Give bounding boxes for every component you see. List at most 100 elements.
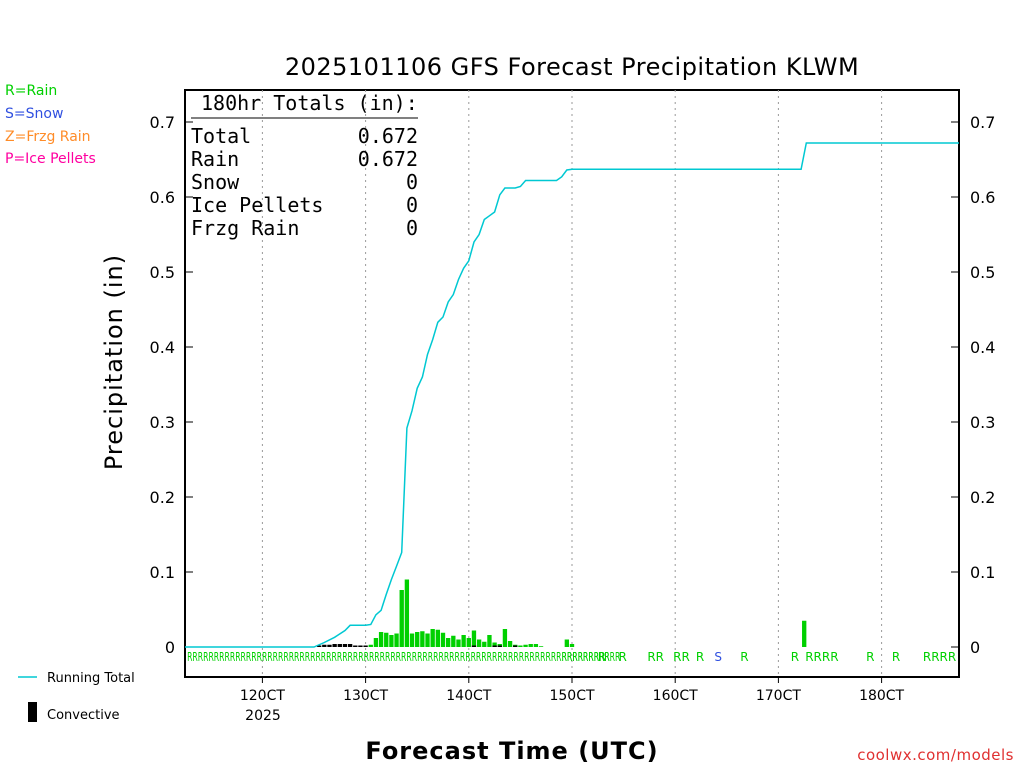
rain-bar bbox=[378, 632, 384, 647]
rain-bar bbox=[368, 644, 373, 647]
rain-bar bbox=[420, 631, 425, 647]
x-tick-label: 120CT bbox=[240, 688, 285, 704]
y-tick-label-left: 0 bbox=[165, 638, 175, 657]
x-tick-label: 160CT bbox=[653, 688, 698, 704]
y-tick-label-left: 0.7 bbox=[150, 113, 175, 132]
totals-label-snow: Snow bbox=[191, 170, 240, 194]
legend-rain: R=Rain bbox=[5, 83, 57, 99]
rain-bar bbox=[564, 639, 570, 647]
precip-type-mark: R bbox=[696, 650, 704, 664]
precip-type-mark: RRRR bbox=[805, 650, 838, 664]
rain-bar bbox=[492, 642, 497, 647]
rain-bar bbox=[435, 629, 441, 647]
running-total-line bbox=[185, 142, 959, 648]
convective-bar bbox=[332, 644, 337, 647]
rain-bar bbox=[518, 645, 523, 647]
type-legend: R=Rain S=Snow Z=Frzg Rain P=Ice Pellets bbox=[5, 83, 96, 167]
y-tick-label-right: 0.1 bbox=[970, 563, 995, 582]
x-tick-label: 170CT bbox=[756, 688, 801, 704]
totals-value-total: 0.672 bbox=[358, 124, 418, 148]
x-tick-label: 180CT bbox=[859, 688, 904, 704]
legend-running-total-label: Running Total bbox=[47, 671, 135, 686]
chart-title: 2025101106 GFS Forecast Precipitation KL… bbox=[285, 53, 859, 81]
y-tick-label-left: 0.2 bbox=[150, 488, 175, 507]
rain-bar bbox=[440, 632, 446, 647]
rain-bar bbox=[523, 644, 528, 647]
totals-header: 180hr Totals (in): bbox=[201, 91, 418, 115]
precip-type-mark: S bbox=[714, 650, 722, 664]
convective-bar bbox=[337, 644, 342, 647]
rain-bar bbox=[456, 639, 461, 647]
x-year-label: 2025 bbox=[245, 708, 281, 724]
totals-value-rain: 0.672 bbox=[358, 147, 418, 171]
y-tick-label-left: 0.5 bbox=[150, 263, 175, 282]
rain-bar bbox=[471, 630, 477, 647]
rain-bar bbox=[502, 629, 508, 647]
totals-label-ice-pellets: Ice Pellets bbox=[191, 193, 323, 217]
rain-bar bbox=[466, 638, 471, 647]
precip-type-mark: RR bbox=[673, 650, 690, 664]
convective-bar bbox=[363, 645, 368, 647]
convective-bar bbox=[358, 645, 363, 647]
y-tick-label-right: 0.6 bbox=[970, 188, 995, 207]
convective-bar bbox=[471, 645, 477, 647]
legend-convective-label: Convective bbox=[47, 708, 120, 723]
totals-value-frzg-rain: 0 bbox=[406, 216, 418, 240]
rain-bar bbox=[487, 635, 492, 647]
rain-bar bbox=[373, 638, 379, 647]
x-tick-label: 140CT bbox=[446, 688, 491, 704]
legend-ice-pellets: P=Ice Pellets bbox=[5, 151, 96, 167]
rain-bar bbox=[404, 579, 410, 647]
totals-box: 180hr Totals (in): Total 0.672 Rain 0.67… bbox=[191, 91, 418, 240]
legend-frzg-rain: Z=Frzg Rain bbox=[5, 129, 91, 145]
totals-label-frzg-rain: Frzg Rain bbox=[191, 216, 299, 240]
rain-bar bbox=[384, 632, 389, 647]
rain-bar bbox=[415, 632, 420, 647]
y-tick-label-right: 0.5 bbox=[970, 263, 995, 282]
rain-bar bbox=[476, 639, 482, 647]
x-tick-label: 130CT bbox=[343, 688, 388, 704]
legend-snow: S=Snow bbox=[5, 106, 63, 122]
rain-bar bbox=[569, 644, 575, 647]
rain-bar bbox=[389, 635, 394, 647]
convective-bar bbox=[492, 645, 497, 647]
convective-bar bbox=[342, 644, 348, 647]
totals-label-total: Total bbox=[191, 124, 251, 148]
y-tick-label-right: 0.3 bbox=[970, 413, 995, 432]
rain-bar bbox=[399, 590, 404, 647]
precip-type-mark: R bbox=[866, 650, 874, 664]
rain-bar bbox=[409, 633, 415, 647]
precip-type-run: RRRRRRRRR bbox=[562, 650, 610, 664]
precip-type-mark: RRRR bbox=[923, 650, 956, 664]
totals-label-rain: Rain bbox=[191, 147, 239, 171]
convective-bar bbox=[316, 645, 322, 647]
y-tick-label-right: 0.2 bbox=[970, 488, 995, 507]
convective-bar bbox=[513, 645, 518, 647]
y-tick-label-right: 0.4 bbox=[970, 338, 995, 357]
precip-type-run: RRRRRRRRRRRRRRRRRRRRRRRRRRRRRRRRRRRRRRRR… bbox=[187, 650, 620, 664]
rain-bar bbox=[533, 644, 539, 647]
precip-type-mark: R bbox=[740, 650, 748, 664]
rain-bar bbox=[482, 641, 487, 647]
y-tick-label-left: 0.6 bbox=[150, 188, 175, 207]
rain-bar bbox=[425, 633, 430, 647]
y-tick-label-right: 0.7 bbox=[970, 113, 995, 132]
totals-value-snow: 0 bbox=[406, 170, 418, 194]
convective-bar bbox=[322, 644, 327, 647]
convective-bar bbox=[327, 644, 332, 647]
x-tick-label: 150CT bbox=[549, 688, 594, 704]
y-tick-label-left: 0.3 bbox=[150, 413, 175, 432]
credit-text: coolwx.com/models bbox=[857, 746, 1014, 764]
convective-bar bbox=[347, 644, 353, 647]
y-tick-label-left: 0.1 bbox=[150, 563, 175, 582]
rain-bar bbox=[451, 635, 456, 647]
precip-type-mark: R bbox=[791, 650, 799, 664]
rain-bar bbox=[394, 633, 399, 647]
rain-bar bbox=[538, 646, 544, 647]
rain-bar bbox=[461, 635, 466, 647]
precip-type-mark: R bbox=[618, 650, 626, 664]
series-legend: Running Total Convective bbox=[18, 671, 135, 723]
rain-bar bbox=[802, 620, 807, 647]
rain-bar bbox=[430, 629, 435, 647]
